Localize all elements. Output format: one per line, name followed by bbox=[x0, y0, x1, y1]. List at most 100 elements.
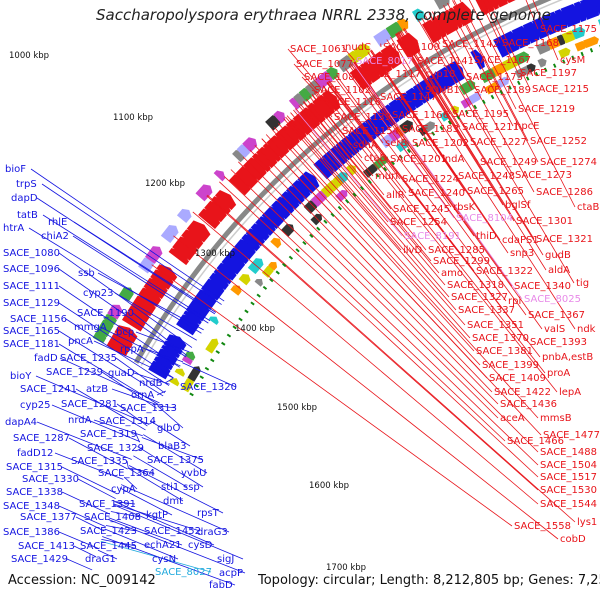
gene-label: nrdA bbox=[68, 415, 92, 426]
gene-label: chiA2 bbox=[41, 231, 69, 242]
gene-label: SACE_1285 bbox=[428, 245, 485, 256]
gene-label: lepA bbox=[559, 387, 581, 398]
gene-label: bglSf bbox=[505, 200, 531, 211]
kbp-tick-label: 1500 kbp bbox=[277, 403, 317, 413]
gene-label: ilvD bbox=[403, 245, 422, 256]
gene-label: atzB bbox=[86, 384, 108, 395]
gene-label: SACE_1436 bbox=[500, 399, 557, 410]
gene-label: SACE_1287 bbox=[13, 433, 70, 444]
tick-mark bbox=[205, 368, 208, 370]
gene-label: pncA bbox=[68, 336, 93, 347]
tick-mark bbox=[200, 376, 203, 378]
kbp-tick-label: 1200 kbp bbox=[145, 179, 185, 189]
gene-label: SACE_1139 bbox=[334, 112, 391, 123]
tick-mark bbox=[276, 271, 279, 274]
kbp-tick-label: 1700 kbp bbox=[326, 563, 366, 573]
gene-arrow bbox=[239, 274, 251, 285]
gene-label: cyp18 bbox=[425, 69, 456, 80]
kbp-tick-label: 1300 kbp bbox=[195, 249, 235, 259]
kbp-tick-label: 1600 kbp bbox=[309, 481, 349, 491]
gene-arrow bbox=[175, 369, 185, 377]
gene-label: SACE_1224 bbox=[402, 174, 459, 185]
gene-label: SACE_1338 bbox=[6, 487, 63, 498]
tick-mark bbox=[303, 242, 306, 245]
gene-label: cdaPS1 bbox=[502, 235, 539, 246]
tick-mark bbox=[222, 343, 225, 345]
gene-label: SACE_1254 bbox=[390, 217, 447, 228]
gene-label: SACE_1370 bbox=[472, 333, 529, 344]
gene-label: SACE_1517 bbox=[540, 472, 597, 483]
gene-label: SACE_1413 bbox=[18, 541, 75, 552]
gene-arrow bbox=[230, 285, 241, 295]
gene-label: dmt bbox=[163, 496, 183, 507]
gene-label: SACE_1558 bbox=[514, 521, 571, 532]
tick-mark bbox=[483, 100, 485, 103]
gene-label: valS bbox=[544, 324, 565, 335]
gene-label: proA bbox=[547, 368, 570, 379]
gene-label: blaB3 bbox=[158, 441, 186, 452]
gene-label: SACE_1183 bbox=[402, 124, 459, 135]
gene-arrow bbox=[281, 224, 294, 237]
gene-label: SACE_1241 bbox=[20, 384, 77, 395]
gene-label: sigJ bbox=[217, 554, 234, 565]
kbp-tick-label: 1000 kbp bbox=[9, 51, 49, 61]
tick-mark bbox=[361, 187, 364, 190]
tick-mark bbox=[338, 207, 341, 210]
leader-line bbox=[138, 447, 203, 487]
gene-label: SACE_1235 bbox=[60, 353, 117, 364]
gene-label: SACE_1399 bbox=[482, 360, 539, 371]
gene-label: indA bbox=[442, 154, 464, 165]
gene-label: SACE_1154 bbox=[342, 126, 399, 137]
gene-label: cysM bbox=[560, 55, 585, 66]
gene-label: SACE_1367 bbox=[528, 310, 585, 321]
gene-label: SACE_1197 bbox=[520, 68, 577, 79]
gene-label: cyp23 bbox=[83, 288, 114, 299]
gene-label: SACE_1315 bbox=[6, 462, 63, 473]
gene-label: SACE_1351 bbox=[467, 320, 524, 331]
gene-label: SACE_1147 bbox=[380, 92, 437, 103]
gene-label: bioF bbox=[5, 164, 26, 175]
tick-mark bbox=[296, 249, 299, 252]
tick-mark bbox=[317, 227, 320, 230]
gene-label: SACE_1340 bbox=[514, 281, 571, 292]
tick-mark bbox=[263, 287, 266, 290]
gene-label: SACE_1167 bbox=[474, 55, 531, 66]
gene-label: guaD bbox=[108, 368, 135, 379]
gene-label: tig bbox=[576, 278, 589, 289]
gene-label: serB bbox=[385, 138, 407, 149]
gene-label: SACE_1281 bbox=[61, 399, 118, 410]
gene-label: SACE_1504 bbox=[540, 460, 597, 471]
gene-label: mmsB bbox=[540, 413, 572, 424]
gene-label: sdhA bbox=[353, 140, 378, 151]
map-title: Saccharopolyspora erythraea NRRL 2338, c… bbox=[96, 6, 551, 24]
tick-mark bbox=[331, 213, 334, 216]
gene-label: nrdB bbox=[139, 378, 163, 389]
gene-label: ornA bbox=[131, 390, 154, 401]
gene-label: kgtP bbox=[146, 510, 168, 521]
gene-arrow bbox=[161, 225, 179, 243]
gene-arrow bbox=[583, 36, 599, 48]
gene-label: bioY bbox=[10, 371, 32, 382]
gene-label: SACE_1175 bbox=[540, 24, 597, 35]
tick-mark bbox=[368, 180, 371, 183]
tick-mark bbox=[190, 393, 193, 395]
gene-label: SACE_8025 bbox=[524, 294, 581, 305]
gene-label: SACE_1077 bbox=[296, 59, 353, 70]
gene-label: SACE_1477 bbox=[543, 430, 600, 441]
gene-label: draG1 bbox=[85, 554, 116, 565]
gene-label: SACE_1165 bbox=[3, 326, 60, 337]
gene-label: SACE_1239 bbox=[46, 367, 103, 378]
gene-label: SACE_1314 bbox=[99, 416, 156, 427]
gene-label: SACE_1248 bbox=[458, 171, 515, 182]
gene-label: SACE_1286 bbox=[536, 187, 593, 198]
tick-mark bbox=[257, 294, 260, 296]
gene-label: SACE_1189 bbox=[474, 85, 531, 96]
gene-label: SACE_1245 bbox=[393, 204, 450, 215]
gene-label: gudB bbox=[545, 250, 571, 261]
gene-label: SACE_1409 bbox=[489, 373, 546, 384]
gene-label: SACE_1215 bbox=[532, 84, 589, 95]
gene-label: SACE_1375 bbox=[147, 455, 204, 466]
gene-label: fabD bbox=[209, 580, 233, 591]
